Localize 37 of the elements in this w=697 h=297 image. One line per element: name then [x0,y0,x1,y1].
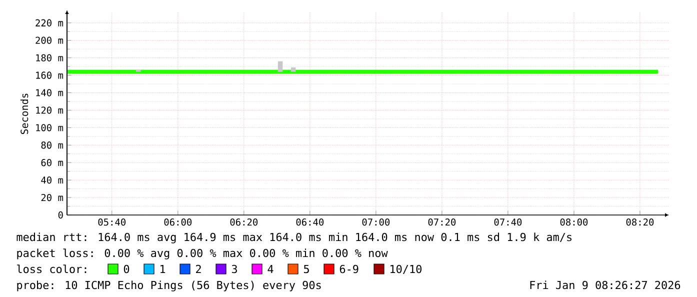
x-tick-label: 06:20 [230,218,258,226]
y-axis-title: Seconds [20,94,28,134]
legend-label: 5 [304,265,309,274]
text: median rtt: 164.0 ms avg 164.9 ms max 164.0 ms min 164.0 ms now 0.1 ms sd 1.9 k am/s [16,232,572,244]
x-tick-label: 06:00 [164,218,192,226]
y-tick-label: 220 m [36,19,64,26]
legend-label: 6-9 [340,264,358,274]
bar [278,61,283,72]
y-tick-label: 160 m [36,72,64,79]
x-tick-label: 05:40 [98,218,126,226]
bar [290,67,296,72]
x-tick-label: 07:20 [428,218,456,226]
x-tick-label: 08:20 [626,218,654,226]
y-tick-label: 20 m [41,194,64,202]
y-tick-label: 0 [58,211,63,219]
legend-label: 4 [268,265,274,273]
y-tick-label: 200 m [36,36,64,44]
text: packet loss: 0.00 % avg 0.00 % max 0.00 % min 0.00 % now [17,248,388,260]
y-tick-label: 60 m [41,159,64,166]
y-tick-label: 80 m [41,142,64,149]
x-tick-label: 08:00 [560,218,588,226]
y-tick-label: 140 m [36,89,64,96]
text: Fri Jan 9 08:26:27 2026 [530,280,680,290]
legend-label: 10/10 [390,264,422,274]
x-tick-label: 07:40 [494,218,522,226]
text: probe: 10 ICMP Echo Pings (56 Bytes) every 90s [17,280,321,292]
legend-label: 1 [160,265,166,273]
y-tick-label: 180 m [36,54,64,62]
legend-title: loss color: [17,264,86,274]
legend-label: 3 [232,264,237,274]
y-tick-label: 100 m [36,124,64,132]
legend-label: 0 [124,264,130,274]
y-tick-label: 120 m [36,106,64,114]
legend-label: 2 [196,264,201,273]
x-tick-label: 06:40 [296,218,324,226]
y-tick-label: 40 m [41,176,64,184]
x-tick-label: 07:00 [362,218,390,226]
